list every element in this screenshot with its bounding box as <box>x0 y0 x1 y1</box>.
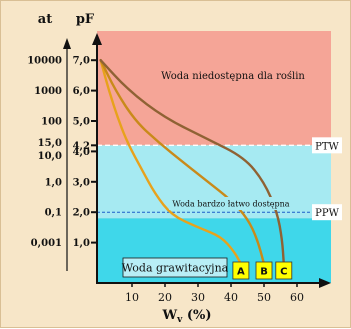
y-ticks: 7,0 10000 6,0 1000 5,0 100 4,2 15,0 4,0 10,0 3,0 1,… <box>27 56 97 249</box>
ref-label-box-ppw <box>312 204 342 221</box>
pf-tick-label-3: 4,2 <box>73 141 90 152</box>
reference-labels: PTW PPW <box>312 137 342 221</box>
x-tick-label-5: 60 <box>290 291 304 304</box>
pf-tick-label-5: 3,0 <box>73 177 90 188</box>
zone-label-gravitational-box <box>122 257 228 278</box>
at-tick-label-1: 1000 <box>34 86 62 97</box>
curve-tag-box-b <box>255 261 273 280</box>
pf-tick-label-0: 7,0 <box>73 56 90 67</box>
zone-label-available-box <box>169 197 293 210</box>
curve-b <box>99 59 266 266</box>
zone-label-available: Woda bardzo łatwo dostępna <box>172 200 289 209</box>
at-tick-label-7: 0,001 <box>31 238 62 249</box>
pf-tick-label-6: 2,0 <box>73 208 90 219</box>
x-tick-label-3: 40 <box>224 291 238 304</box>
retention-curves <box>99 59 285 266</box>
x-tick-label-2: 30 <box>191 291 205 304</box>
x-ticks: 10 20 30 40 50 60 <box>125 283 304 304</box>
ref-label-ptw: PTW <box>315 141 339 152</box>
at-tick-label-3: 15,0 <box>38 138 62 149</box>
ref-label-box-ptw <box>312 137 342 154</box>
curve-tag-b: B <box>260 267 268 278</box>
zone-label-unavailable: Woda niedostępna dla roślin <box>161 71 305 82</box>
at-tick-label-2: 100 <box>41 117 62 128</box>
y-axis-arrow <box>92 33 102 45</box>
curve-tag-box-a <box>232 261 250 280</box>
curve-tag-c: C <box>280 267 287 278</box>
curve-a <box>99 59 243 266</box>
curve-tag-a: A <box>237 267 245 278</box>
pf-tick-label-4: 4,0 <box>73 147 90 158</box>
pf-tick-label-1: 6,0 <box>73 86 90 97</box>
x-tick-label-4: 50 <box>257 291 271 304</box>
at-tick-label-4: 10,0 <box>38 151 62 162</box>
x-axis-title: Wv (%) <box>161 308 211 325</box>
at-tick-label-5: 1,0 <box>45 177 62 188</box>
curve-tags: A B C <box>232 261 293 280</box>
at-axis-title: at <box>38 12 52 27</box>
pf-tick-label-2: 5,0 <box>73 117 90 128</box>
curve-tag-box-c <box>275 261 293 280</box>
x-tick-label-1: 20 <box>158 291 172 304</box>
curve-c <box>99 59 285 266</box>
x-axis-arrow <box>319 278 331 288</box>
zone-unavailable <box>97 31 331 146</box>
ref-label-ppw: PPW <box>315 208 339 219</box>
pf-axis-title: pF <box>76 12 95 27</box>
x-tick-label-0: 10 <box>125 291 139 304</box>
at-tick-label-0: 10000 <box>27 56 62 67</box>
at-axis-arrow <box>63 38 71 49</box>
pf-tick-label-7: 1,0 <box>73 238 90 249</box>
zone-label-gravitational: Woda grawitacyjna <box>122 262 229 275</box>
at-tick-label-6: 0,1 <box>45 208 62 219</box>
